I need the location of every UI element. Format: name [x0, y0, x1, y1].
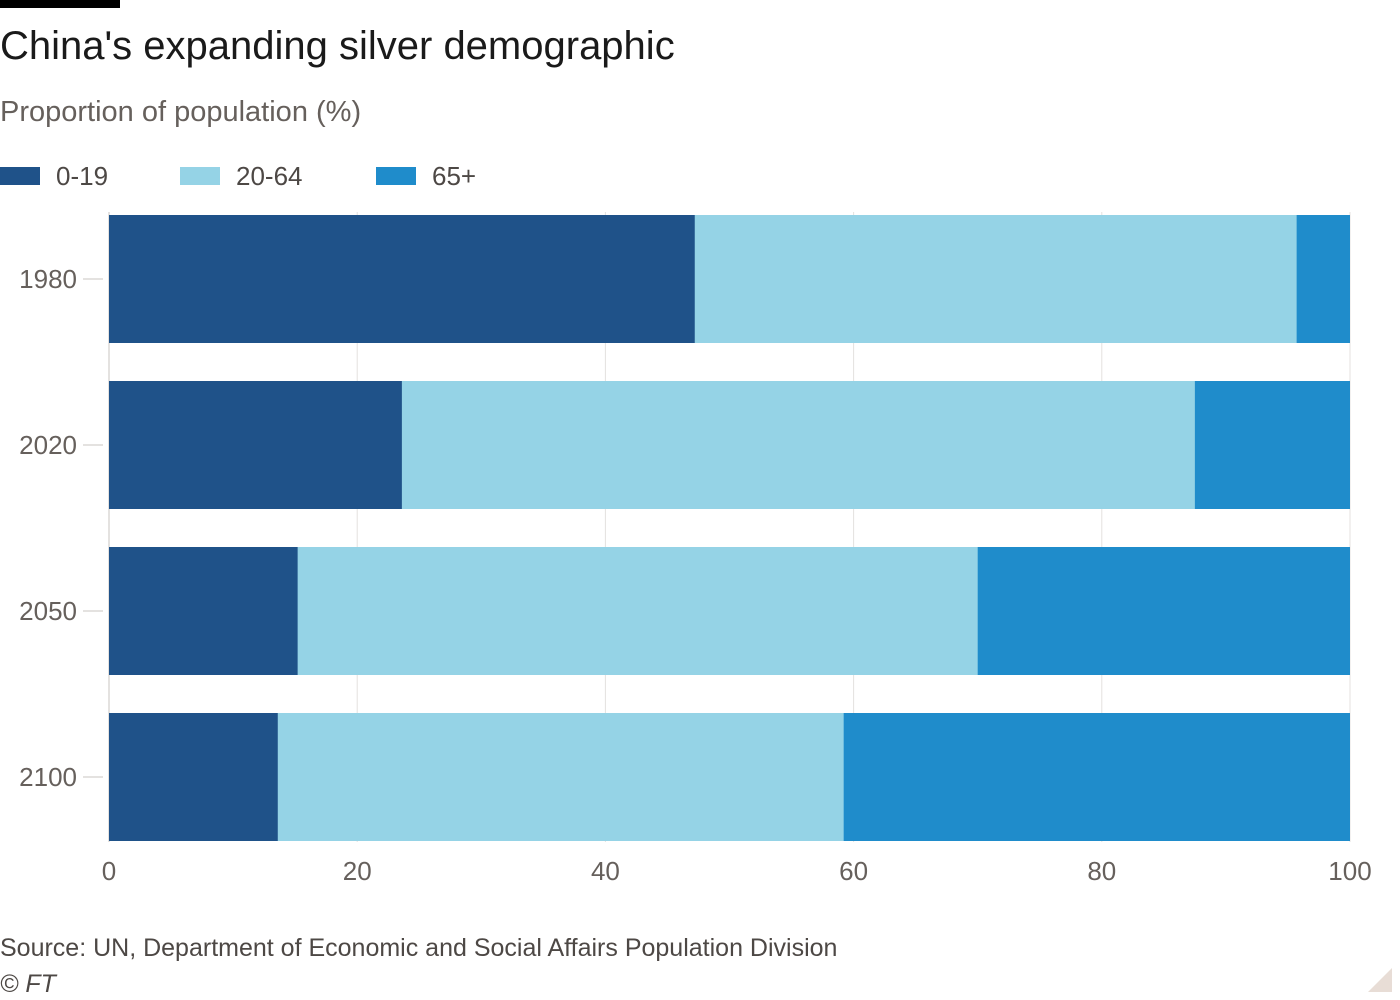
y-axis-labels: 1980 2020 2050 2100	[19, 264, 103, 792]
x-tick-label-40: 40	[591, 856, 620, 886]
legend: 0-19 20-64 65+	[0, 160, 600, 192]
bar-2020-65plus	[1194, 381, 1350, 509]
chart-subtitle: Proportion of population (%)	[0, 96, 362, 128]
bar-2020-0-19	[109, 381, 403, 509]
legend-swatch-20-64	[180, 167, 220, 185]
y-category-label-2050: 2050	[19, 596, 77, 626]
x-axis-labels: 0 20 40 60 80 100	[102, 856, 1372, 886]
source-note: Source: UN, Department of Economic and S…	[0, 934, 838, 962]
bar-2100-20-64	[277, 713, 845, 841]
x-tick-label-0: 0	[102, 856, 116, 886]
legend-label-20-64: 20-64	[236, 161, 303, 191]
legend-swatch-65plus	[376, 167, 416, 185]
legend-label-0-19: 0-19	[56, 161, 109, 191]
bar-2050-0-19	[109, 547, 299, 675]
bar-2050-65plus	[977, 547, 1350, 675]
top-rule	[0, 0, 120, 8]
corner-fold-icon	[1368, 968, 1392, 992]
bar-2100-65plus	[843, 713, 1350, 841]
stacked-bar-chart: 1980 2020 2050 2100 0 20 40 60 80 100	[19, 212, 1372, 886]
y-category-label-1980: 1980	[19, 264, 77, 294]
x-tick-label-20: 20	[343, 856, 372, 886]
bar-1980-20-64	[694, 215, 1298, 343]
y-category-label-2020: 2020	[19, 430, 77, 460]
bar-1980-65plus	[1296, 215, 1350, 343]
bar-2050-20-64	[297, 547, 979, 675]
legend-label-65plus: 65+	[432, 161, 477, 191]
x-tick-label-60: 60	[839, 856, 868, 886]
chart-title: China's expanding silver demographic	[0, 24, 675, 68]
bars	[109, 215, 1350, 841]
ft-credit: © FT	[0, 970, 56, 998]
bar-1980-0-19	[109, 215, 696, 343]
y-category-label-2100: 2100	[19, 762, 77, 792]
bar-2100-0-19	[109, 713, 279, 841]
x-tick-label-80: 80	[1087, 856, 1116, 886]
legend-swatch-0-19	[0, 167, 40, 185]
x-tick-label-100: 100	[1328, 856, 1371, 886]
bar-2020-20-64	[401, 381, 1196, 509]
